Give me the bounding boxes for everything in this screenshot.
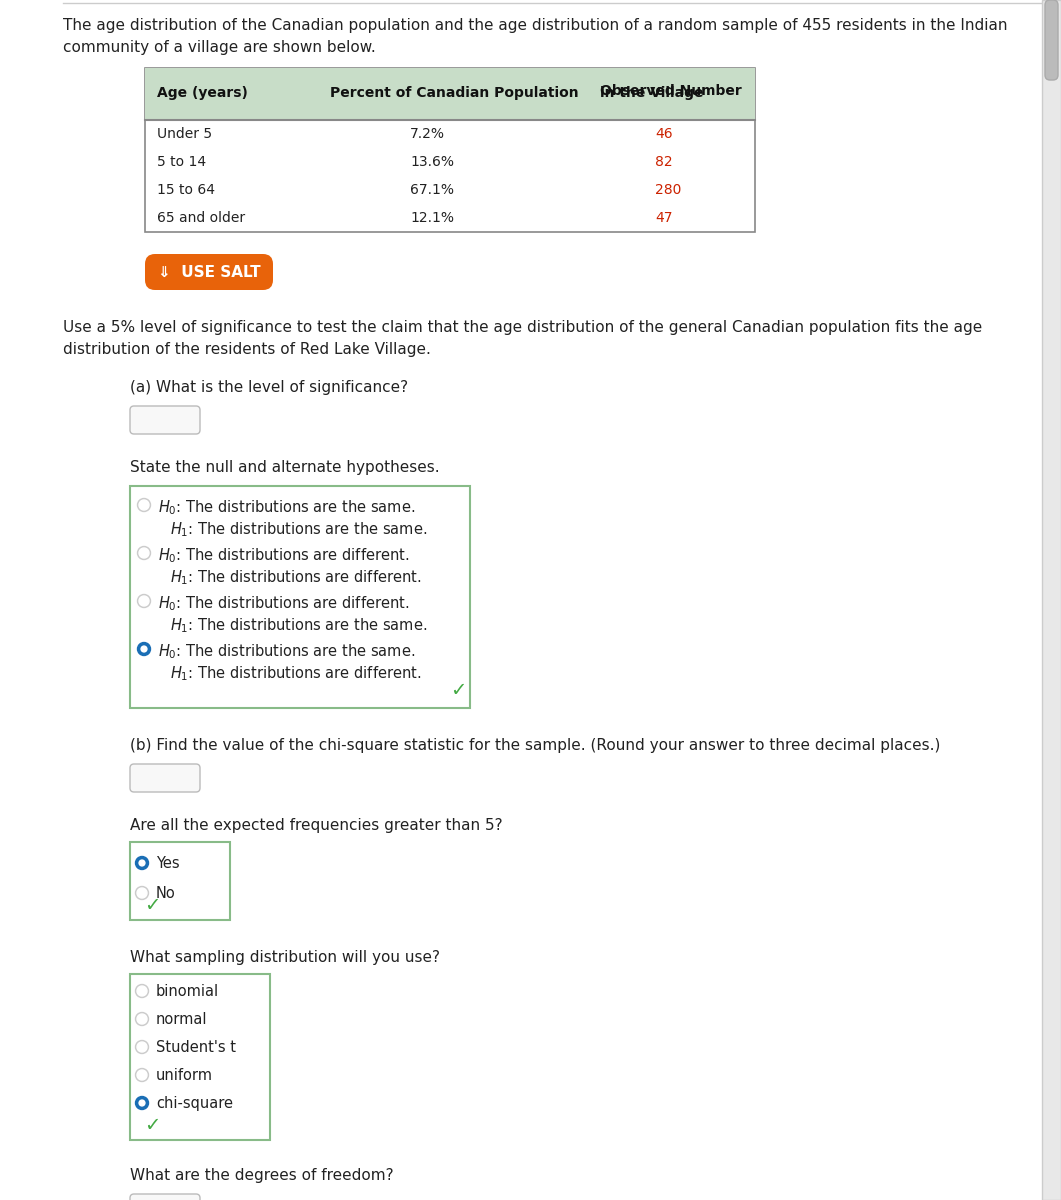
Text: Are all the expected frequencies greater than 5?: Are all the expected frequencies greater… [131,818,503,833]
Text: binomial: binomial [156,984,220,998]
Text: ✓: ✓ [144,1116,160,1135]
Text: 46: 46 [655,127,673,140]
Circle shape [136,1097,149,1110]
Text: $H_1$: The distributions are the same.: $H_1$: The distributions are the same. [170,616,428,635]
Text: Under 5: Under 5 [157,127,212,140]
Text: $H_1$: The distributions are the same.: $H_1$: The distributions are the same. [170,520,428,539]
Text: $H_0$: The distributions are the same.: $H_0$: The distributions are the same. [158,498,415,517]
Text: ✓: ✓ [144,896,160,914]
Text: uniform: uniform [156,1068,213,1082]
FancyBboxPatch shape [131,764,201,792]
Text: 13.6%: 13.6% [410,155,454,169]
Text: 12.1%: 12.1% [410,211,454,226]
FancyBboxPatch shape [1045,0,1058,80]
Text: 280: 280 [655,182,681,197]
Circle shape [136,984,149,997]
Text: The age distribution of the Canadian population and the age distribution of a ra: The age distribution of the Canadian pop… [63,18,1008,32]
Text: $H_1$: The distributions are different.: $H_1$: The distributions are different. [170,664,421,683]
Text: (a) What is the level of significance?: (a) What is the level of significance? [131,380,408,395]
Circle shape [137,986,147,996]
Text: Percent of Canadian Population: Percent of Canadian Population [330,86,578,100]
Circle shape [139,500,149,510]
Text: Student's t: Student's t [156,1040,236,1055]
FancyBboxPatch shape [145,254,273,290]
Circle shape [141,646,146,652]
Text: 65 and older: 65 and older [157,211,245,226]
Text: Age (years): Age (years) [157,86,248,100]
Text: ✓: ✓ [450,680,467,700]
Circle shape [138,546,151,559]
Text: distribution of the residents of Red Lake Village.: distribution of the residents of Red Lak… [63,342,431,358]
Text: (b) Find the value of the chi-square statistic for the sample. (Round your answe: (b) Find the value of the chi-square sta… [131,738,940,754]
Circle shape [139,860,145,866]
Text: State the null and alternate hypotheses.: State the null and alternate hypotheses. [131,460,439,475]
Text: 67.1%: 67.1% [410,182,454,197]
Text: No: No [156,886,176,901]
Circle shape [139,1100,145,1106]
FancyBboxPatch shape [131,406,201,434]
Text: 47: 47 [655,211,673,226]
Text: $H_0$: The distributions are different.: $H_0$: The distributions are different. [158,546,410,565]
Text: 5 to 14: 5 to 14 [157,155,206,169]
Circle shape [139,596,149,606]
Text: What sampling distribution will you use?: What sampling distribution will you use? [131,950,440,965]
Circle shape [137,888,147,898]
Text: $H_0$: The distributions are the same.: $H_0$: The distributions are the same. [158,642,415,661]
Bar [145,68,755,232]
Text: community of a village are shown below.: community of a village are shown below. [63,40,376,55]
Circle shape [138,594,151,607]
Circle shape [136,1013,149,1026]
Bar [131,974,269,1140]
Circle shape [136,1068,149,1081]
Text: ⇓  USE SALT: ⇓ USE SALT [158,264,260,280]
Text: chi-square: chi-square [156,1096,233,1111]
Text: 7.2%: 7.2% [410,127,445,140]
Bar [131,486,470,708]
Circle shape [136,857,149,870]
Text: $H_0$: The distributions are different.: $H_0$: The distributions are different. [158,594,410,613]
Bar [131,842,230,920]
Text: normal: normal [156,1012,208,1027]
Text: Yes: Yes [156,856,179,871]
Text: $H_1$: The distributions are different.: $H_1$: The distributions are different. [170,568,421,587]
Text: Observed Number: Observed Number [601,84,742,98]
Circle shape [137,1070,147,1080]
Text: 15 to 64: 15 to 64 [157,182,215,197]
Text: in the Village: in the Village [601,86,703,100]
Text: 82: 82 [655,155,673,169]
Text: Use a 5% level of significance to test the claim that the age distribution of th: Use a 5% level of significance to test t… [63,320,982,335]
Circle shape [136,887,149,900]
Text: What are the degrees of freedom?: What are the degrees of freedom? [131,1168,394,1183]
Bar [1042,0,1061,1200]
Circle shape [139,548,149,558]
Circle shape [137,1042,147,1052]
Circle shape [136,1040,149,1054]
Circle shape [138,642,151,655]
Circle shape [137,1014,147,1024]
Circle shape [138,498,151,511]
Bar [145,68,755,120]
FancyBboxPatch shape [131,1194,201,1200]
